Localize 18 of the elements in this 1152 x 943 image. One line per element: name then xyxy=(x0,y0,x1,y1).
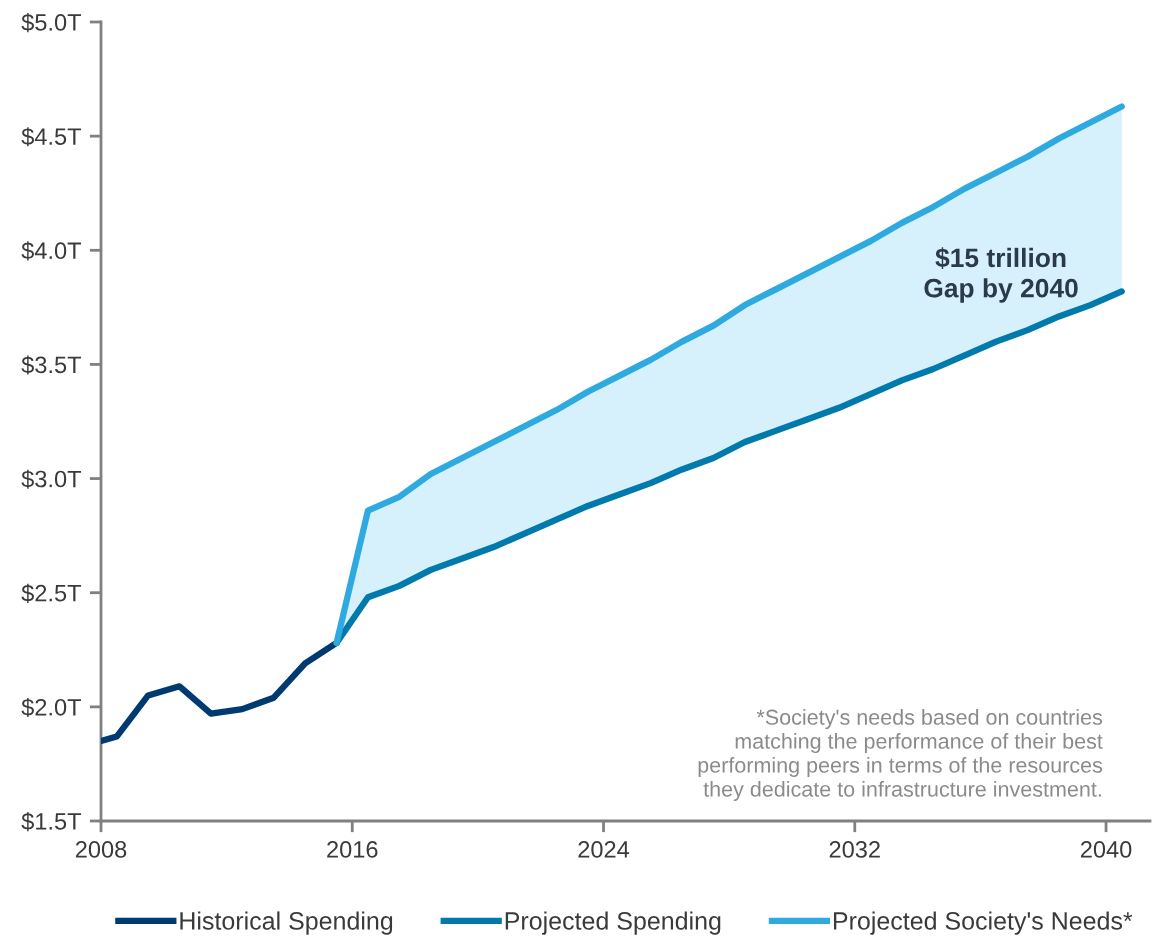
legend-label: Projected Spending xyxy=(505,911,721,935)
x-tick-label: 2016 xyxy=(327,841,378,858)
y-tick-label: $3.0T xyxy=(21,469,82,489)
legend-label: Historical Spending xyxy=(180,911,393,935)
annotation: $15 trillion Gap by 2040 xyxy=(924,247,1078,303)
x-tick-label: 2024 xyxy=(578,841,630,858)
y-tick-label: $2.5T xyxy=(21,583,82,603)
y-tick-label: $4.0T xyxy=(21,241,82,261)
x-tick-label: 2032 xyxy=(829,841,880,858)
annotation: *Society's needs based on countries matching the performance of their best performing peers in terms of the resources they dedicate to infrastructure investment. xyxy=(698,709,1103,802)
y-tick-label: $1.5T xyxy=(21,812,82,832)
y-tick-label: $4.5T xyxy=(21,127,82,147)
y-tick-label: $5.0T xyxy=(21,13,82,33)
x-tick-label: 2008 xyxy=(75,841,127,858)
legend-label: Projected Society's Needs* xyxy=(833,911,1133,935)
y-tick-label: $2.0T xyxy=(21,697,82,718)
y-tick-label: $3.5T xyxy=(21,355,82,375)
x-tick-label: 2040 xyxy=(1080,841,1132,858)
